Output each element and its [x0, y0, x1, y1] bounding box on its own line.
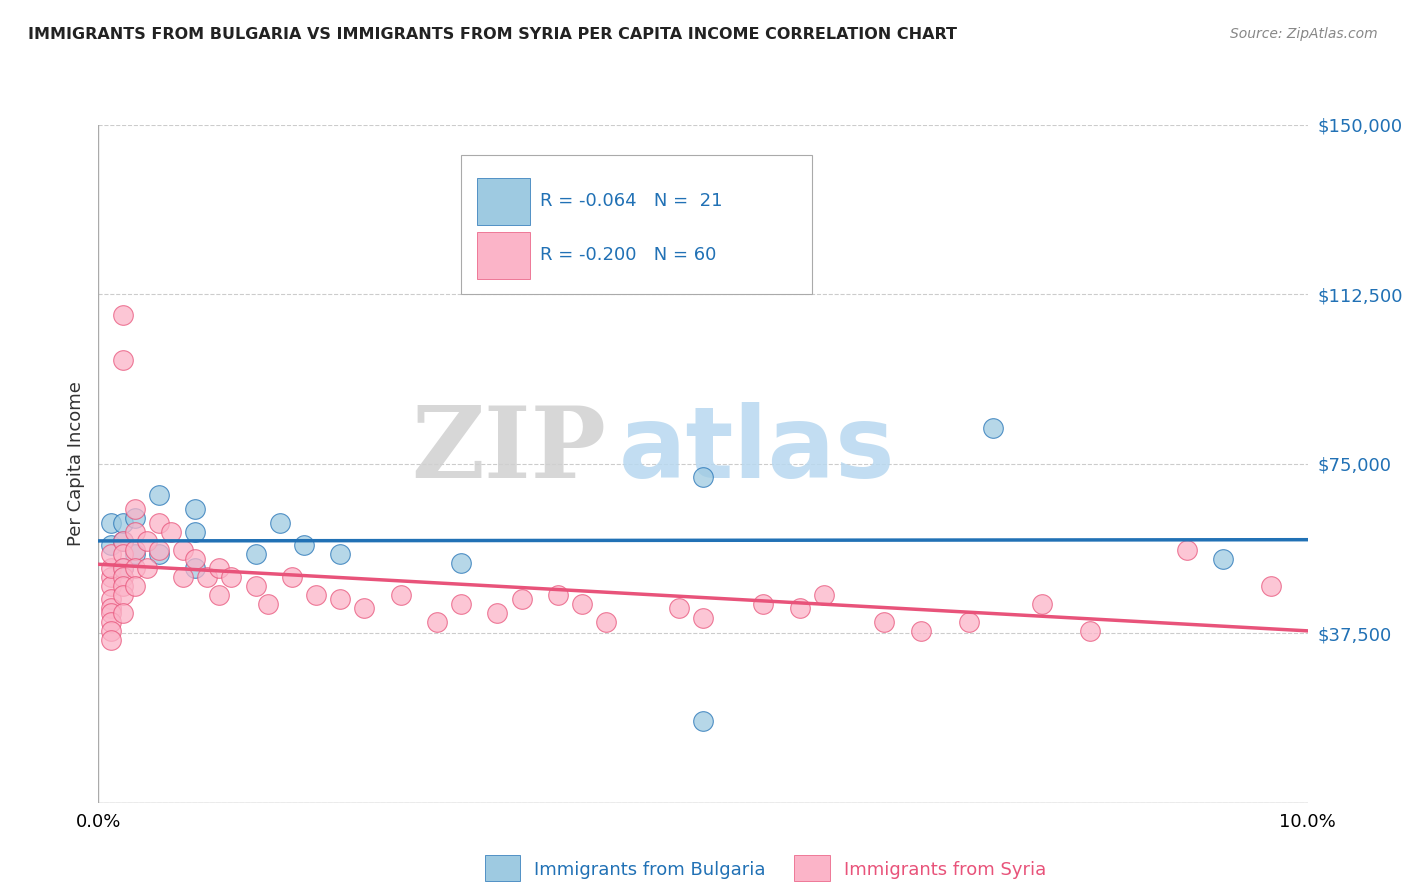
Point	[281, 570, 304, 584]
Point	[124, 542, 146, 557]
Point	[873, 615, 896, 629]
Point	[571, 597, 593, 611]
Text: R = -0.200   N = 60: R = -0.200 N = 60	[540, 246, 716, 264]
Point	[292, 538, 315, 552]
Point	[100, 606, 122, 620]
Point	[329, 592, 352, 607]
Point	[111, 570, 134, 584]
Text: Immigrants from Bulgaria: Immigrants from Bulgaria	[534, 861, 766, 879]
Point	[100, 601, 122, 615]
Point	[245, 579, 267, 593]
Point	[184, 524, 207, 539]
Point	[124, 502, 146, 516]
Point	[100, 633, 122, 648]
Point	[789, 601, 811, 615]
Point	[124, 579, 146, 593]
Point	[111, 533, 134, 548]
Point	[100, 538, 122, 552]
Point	[1078, 624, 1101, 638]
Point	[1175, 542, 1198, 557]
Y-axis label: Per Capita Income: Per Capita Income	[66, 382, 84, 546]
Point	[184, 502, 207, 516]
Point	[100, 547, 122, 561]
Point	[172, 542, 194, 557]
Text: atlas: atlas	[619, 401, 896, 499]
Point	[135, 533, 157, 548]
Text: ZIP: ZIP	[412, 401, 606, 499]
Point	[195, 570, 218, 584]
Point	[957, 615, 980, 629]
Point	[245, 547, 267, 561]
FancyBboxPatch shape	[477, 232, 530, 279]
Text: IMMIGRANTS FROM BULGARIA VS IMMIGRANTS FROM SYRIA PER CAPITA INCOME CORRELATION : IMMIGRANTS FROM BULGARIA VS IMMIGRANTS F…	[28, 27, 957, 42]
Point	[148, 516, 170, 530]
Point	[692, 470, 714, 484]
Point	[111, 561, 134, 575]
Point	[148, 547, 170, 561]
Point	[1031, 597, 1053, 611]
Point	[111, 588, 134, 602]
Point	[124, 561, 146, 575]
Point	[547, 588, 569, 602]
Point	[148, 488, 170, 502]
Point	[1260, 579, 1282, 593]
Point	[172, 570, 194, 584]
Point	[595, 615, 617, 629]
Point	[111, 561, 134, 575]
Point	[305, 588, 328, 602]
FancyBboxPatch shape	[461, 155, 811, 294]
Point	[124, 547, 146, 561]
Point	[124, 511, 146, 525]
Point	[124, 524, 146, 539]
Point	[100, 570, 122, 584]
Point	[111, 308, 134, 322]
Point	[269, 516, 291, 530]
Point	[160, 524, 183, 539]
Point	[111, 579, 134, 593]
Point	[100, 615, 122, 629]
Point	[100, 624, 122, 638]
Point	[256, 597, 278, 611]
Point	[752, 597, 775, 611]
Point	[111, 352, 134, 367]
Point	[813, 588, 835, 602]
Point	[353, 601, 375, 615]
Point	[111, 547, 134, 561]
Point	[111, 516, 134, 530]
Point	[208, 588, 231, 602]
Point	[486, 606, 509, 620]
Point	[100, 561, 122, 575]
Point	[221, 570, 243, 584]
Point	[184, 551, 207, 566]
Point	[148, 542, 170, 557]
Point	[208, 561, 231, 575]
Point	[389, 588, 412, 602]
Point	[111, 533, 134, 548]
Text: Immigrants from Syria: Immigrants from Syria	[844, 861, 1046, 879]
Text: R = -0.064   N =  21: R = -0.064 N = 21	[540, 192, 723, 210]
Point	[100, 579, 122, 593]
Point	[329, 547, 352, 561]
Text: Source: ZipAtlas.com: Source: ZipAtlas.com	[1230, 27, 1378, 41]
Point	[1212, 551, 1234, 566]
Point	[981, 420, 1004, 434]
Point	[184, 561, 207, 575]
Point	[100, 592, 122, 607]
Point	[100, 516, 122, 530]
Point	[910, 624, 932, 638]
Point	[111, 606, 134, 620]
Point	[692, 714, 714, 729]
Point	[450, 597, 472, 611]
Point	[450, 556, 472, 570]
Point	[692, 610, 714, 624]
Point	[426, 615, 449, 629]
Point	[135, 561, 157, 575]
FancyBboxPatch shape	[477, 178, 530, 225]
Point	[510, 592, 533, 607]
Point	[668, 601, 690, 615]
